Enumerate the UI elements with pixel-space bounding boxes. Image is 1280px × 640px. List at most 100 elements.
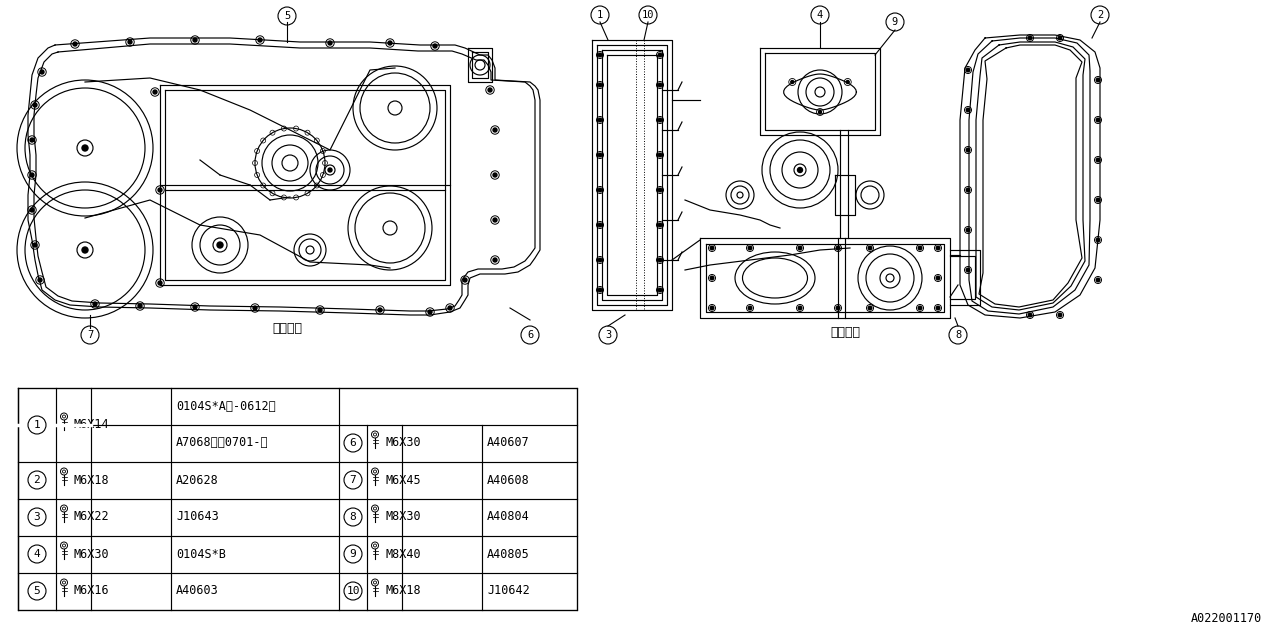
Circle shape [836,246,840,250]
Text: 6: 6 [527,330,534,340]
Circle shape [378,308,381,312]
Circle shape [433,44,436,48]
Circle shape [157,188,163,192]
Circle shape [598,258,602,262]
Text: A40608: A40608 [486,474,530,486]
Circle shape [328,41,332,45]
Circle shape [428,310,433,314]
Text: A7068　〈0701-）: A7068 〈0701-） [177,436,269,449]
Text: M8X30: M8X30 [385,511,421,524]
Circle shape [128,40,132,44]
Text: 2: 2 [33,475,41,485]
Circle shape [797,168,803,173]
Circle shape [1059,313,1062,317]
Text: 7: 7 [349,475,356,485]
Text: 10: 10 [347,586,360,596]
Text: M6X22: M6X22 [74,511,110,524]
Circle shape [157,281,163,285]
Text: 3: 3 [33,512,41,522]
Text: 〈外側〉: 〈外側〉 [273,321,302,335]
Circle shape [658,153,662,157]
Circle shape [918,246,922,250]
Circle shape [1028,36,1032,40]
Circle shape [868,246,872,250]
Text: M6X16: M6X16 [74,584,110,598]
Circle shape [138,304,142,308]
Circle shape [598,118,602,122]
Circle shape [463,278,467,282]
Circle shape [38,278,42,282]
Circle shape [493,218,497,222]
Text: M6X14: M6X14 [74,419,110,431]
Circle shape [488,88,492,92]
Circle shape [29,208,35,212]
Text: 8: 8 [349,512,356,522]
Circle shape [710,306,714,310]
Text: A40805: A40805 [486,547,530,561]
Circle shape [328,168,332,172]
Circle shape [193,38,197,42]
Circle shape [749,306,751,310]
Circle shape [836,306,840,310]
Text: 5: 5 [33,586,41,596]
Circle shape [846,81,849,83]
Circle shape [658,258,662,262]
Text: M6X18: M6X18 [385,584,421,598]
Circle shape [253,306,257,310]
Circle shape [1096,158,1100,162]
Text: 0104S*A（-0612）: 0104S*A（-0612） [177,399,275,413]
Circle shape [29,173,35,177]
Circle shape [1096,278,1100,282]
Text: J10643: J10643 [177,511,219,524]
Circle shape [598,153,602,157]
Circle shape [868,306,872,310]
Text: M6X30: M6X30 [385,436,421,449]
Circle shape [658,83,662,87]
Circle shape [448,306,452,310]
Circle shape [33,243,37,247]
Circle shape [317,308,323,312]
Circle shape [73,42,77,46]
Circle shape [936,246,940,250]
Text: M6X45: M6X45 [385,474,421,486]
Text: A20628: A20628 [177,474,219,486]
Circle shape [966,268,970,272]
Circle shape [493,258,497,262]
Text: 3: 3 [605,330,611,340]
Text: 6: 6 [349,438,356,448]
Circle shape [1028,313,1032,317]
Circle shape [493,173,497,177]
Text: A40603: A40603 [177,584,219,598]
Circle shape [658,53,662,57]
Text: A022001170: A022001170 [1190,611,1262,625]
Circle shape [1096,198,1100,202]
Text: 4: 4 [33,549,41,559]
Circle shape [598,188,602,192]
Circle shape [388,41,392,45]
Circle shape [82,247,88,253]
Circle shape [259,38,262,42]
Circle shape [966,68,970,72]
Text: 10: 10 [641,10,654,20]
Text: 5: 5 [284,11,291,21]
Circle shape [493,128,497,132]
Circle shape [40,70,44,74]
Circle shape [82,145,88,151]
Circle shape [218,242,223,248]
Text: 〈内側〉: 〈内側〉 [829,326,860,339]
Text: 4: 4 [817,10,823,20]
Text: 0104S*B: 0104S*B [177,547,225,561]
Text: 9: 9 [349,549,356,559]
Circle shape [658,188,662,192]
Text: M8X40: M8X40 [385,547,421,561]
Circle shape [154,90,157,94]
Circle shape [658,118,662,122]
Circle shape [791,81,794,83]
Circle shape [193,305,197,309]
Circle shape [93,302,97,306]
Circle shape [598,83,602,87]
Circle shape [658,288,662,292]
Text: 9: 9 [892,17,899,27]
Circle shape [1059,36,1062,40]
Text: M6X18: M6X18 [74,474,110,486]
